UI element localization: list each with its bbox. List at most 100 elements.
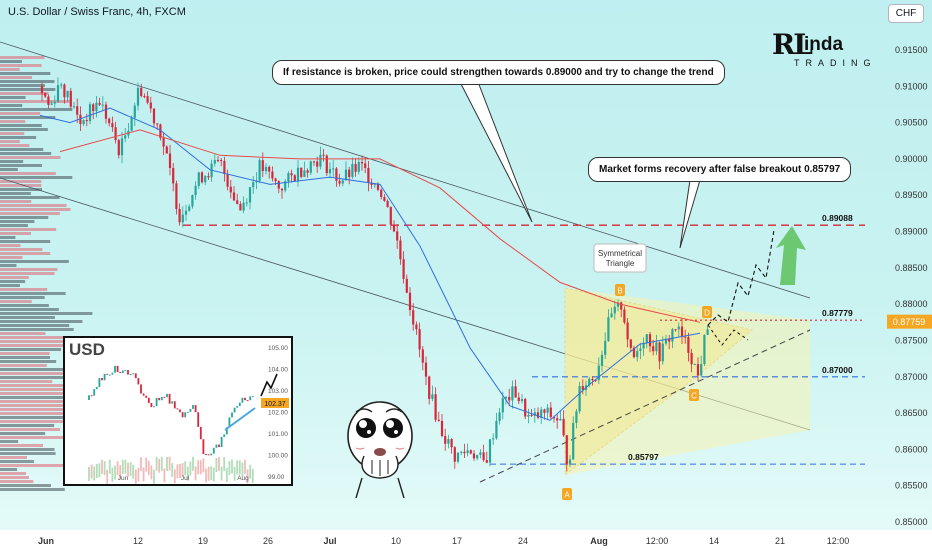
usd-mini-chart: USD 105.00 104.00 103.00 102.00 101.00 100.00… <box>63 336 293 486</box>
x-tick-label: Jul <box>323 536 336 546</box>
candle-body <box>95 102 98 112</box>
volume-profile-bar <box>0 364 47 367</box>
mini-candle <box>171 401 174 404</box>
candle-body <box>124 135 127 139</box>
mini-volume-bar <box>176 464 179 479</box>
candle-body <box>469 450 472 454</box>
candle-body <box>268 166 271 172</box>
currency-button[interactable]: CHF <box>888 4 924 23</box>
mini-candle <box>223 434 226 437</box>
candle-body <box>146 96 149 103</box>
mini-candle <box>127 370 129 375</box>
x-tick-label: 26 <box>263 536 273 546</box>
mini-candle <box>205 454 207 456</box>
mini-candle <box>124 370 127 372</box>
mini-candle <box>93 389 96 396</box>
mini-volume-bar <box>127 462 129 477</box>
candle-body <box>706 329 709 335</box>
mini-volume-bar <box>163 468 166 483</box>
candle-body <box>396 231 399 241</box>
candle-body <box>152 108 156 124</box>
candle-body <box>402 259 405 279</box>
candle-body <box>111 123 114 128</box>
callout-recovery: Market forms recovery after false breako… <box>588 157 852 182</box>
candle-body <box>312 161 316 163</box>
candle-body <box>661 343 664 362</box>
candle-body <box>261 160 264 172</box>
mini-volume-bar <box>231 459 233 474</box>
candle-body <box>280 188 284 191</box>
volume-profile-bar <box>0 240 51 243</box>
candle-body <box>56 85 60 102</box>
volume-profile-bar <box>0 208 71 211</box>
candle-body <box>226 174 229 187</box>
mini-candle <box>176 408 179 410</box>
candle-body <box>639 348 642 352</box>
mini-volume-bar <box>132 464 135 479</box>
candle-body <box>645 334 648 343</box>
candle-body <box>604 340 607 355</box>
candle-body <box>444 436 447 444</box>
volume-profile-bar <box>0 76 33 79</box>
volume-profile-bar <box>0 380 53 383</box>
point-label-C: C <box>691 392 697 401</box>
y-tick-label: 0.86000 <box>895 444 928 454</box>
candle-body <box>172 167 175 184</box>
candle-body <box>492 438 495 440</box>
brand-logo: RL inda TRADING <box>772 28 871 72</box>
volume-profile-bar <box>0 248 43 251</box>
point-label-B: B <box>617 287 622 296</box>
volume-profile-bar <box>0 460 34 463</box>
volume-profile-bar <box>0 268 58 271</box>
volume-profile-bar <box>0 64 42 67</box>
mini-candle <box>189 408 192 412</box>
volume-profile-bar <box>0 440 19 443</box>
mini-candle <box>114 365 116 373</box>
candle-body <box>130 117 133 131</box>
candle-body <box>578 386 581 412</box>
candle-body <box>536 412 540 418</box>
candle-body <box>671 329 674 342</box>
volume-profile-bar <box>0 192 31 195</box>
candle-body <box>588 378 591 386</box>
candle-body <box>655 342 658 352</box>
candle-body <box>117 140 120 156</box>
candle-body <box>207 176 210 178</box>
volume-profile-bar <box>0 120 26 123</box>
volume-profile-bar <box>0 60 22 63</box>
volume-profile-bar <box>0 244 21 247</box>
candle-body <box>399 240 402 260</box>
candle-body <box>63 84 66 98</box>
mini-volume-bar <box>233 466 236 481</box>
candle-body <box>488 439 492 463</box>
mini-volume-bar <box>124 459 127 474</box>
candle-body <box>159 124 162 139</box>
mini-candle <box>103 373 106 381</box>
volume-profile-bar <box>0 456 28 459</box>
volume-profile-bar <box>0 284 20 287</box>
candle-body <box>527 414 530 417</box>
mini-volume-bar <box>192 456 194 471</box>
candle-body <box>693 364 696 366</box>
candle-body <box>677 326 680 330</box>
volume-profile-bar <box>0 136 37 139</box>
candle-body <box>204 176 207 183</box>
volume-profile-bar <box>0 160 24 163</box>
volume-profile-bar <box>0 376 77 379</box>
volume-profile-bar <box>0 304 49 307</box>
mini-candle <box>184 412 187 418</box>
volume-profile-bar <box>0 68 20 71</box>
mini-candle <box>212 447 215 454</box>
mini-candle <box>192 405 194 409</box>
y-tick-label: 0.87500 <box>895 335 928 345</box>
mini-volume-bar <box>181 463 184 478</box>
volume-profile-bar <box>0 256 23 259</box>
candle-body <box>354 163 357 172</box>
mini-volume-bar <box>205 468 207 483</box>
candle-body <box>184 210 188 215</box>
mini-candle <box>202 439 205 455</box>
volume-profile-bar <box>0 472 27 475</box>
mini-volume-bar <box>225 468 228 483</box>
candle-body <box>88 104 92 122</box>
volume-profile-bar <box>0 420 74 423</box>
